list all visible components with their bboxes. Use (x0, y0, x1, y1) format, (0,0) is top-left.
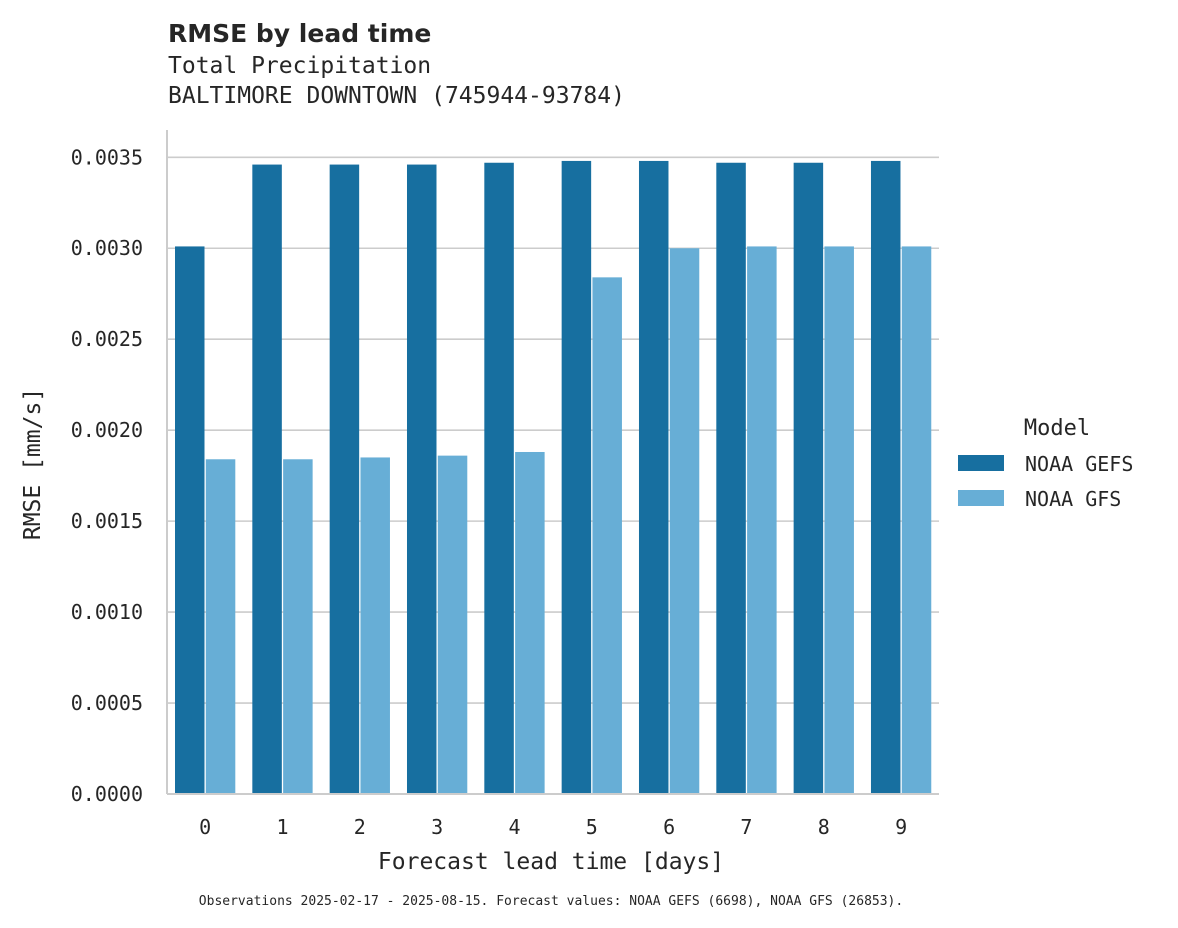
bar-noaa-gfs-lead-3 (437, 455, 468, 794)
bar-noaa-gefs-lead-2 (329, 164, 360, 794)
y-tick-label: 0.0025 (71, 327, 143, 351)
x-tick-label: 0 (199, 815, 211, 839)
bar-noaa-gfs-lead-0 (205, 459, 236, 794)
x-tick-label: 7 (740, 815, 752, 839)
chart-subtitle-station: BALTIMORE DOWNTOWN (745944-93784) (168, 83, 625, 109)
axes-spines (166, 130, 939, 795)
y-tick-label: 0.0035 (71, 145, 143, 169)
legend-label-noaa-gfs: NOAA GFS (1025, 487, 1121, 511)
y-tick-labels: 0.0000 0.0005 0.0010 0.0015 0.0020 0.0025 0.00… (71, 145, 143, 806)
bar-noaa-gfs-lead-2 (360, 457, 390, 794)
y-tick-label: 0.0015 (71, 509, 143, 533)
bar-noaa-gefs-lead-0 (175, 246, 205, 795)
bar-noaa-gfs-lead-8 (824, 246, 854, 795)
legend-swatch-noaa-gfs (958, 490, 1004, 506)
bar-noaa-gefs-lead-7 (716, 162, 746, 794)
x-tick-label: 5 (586, 815, 598, 839)
y-tick-label: 0.0030 (71, 236, 143, 260)
x-tick-label: 1 (276, 815, 288, 839)
y-tick-label: 0.0000 (71, 782, 143, 806)
x-tick-label: 6 (663, 815, 675, 839)
chart-title: RMSE by lead time (168, 19, 431, 48)
legend-label-noaa-gefs: NOAA GEFS (1025, 452, 1133, 476)
x-tick-label: 9 (895, 815, 907, 839)
chart-footnote: Observations 2025-02-17 - 2025-08-15. Fo… (199, 894, 903, 909)
bar-noaa-gefs-lead-4 (484, 162, 514, 794)
x-tick-label: 2 (354, 815, 366, 839)
bar-noaa-gfs-lead-9 (901, 246, 932, 795)
x-axis-label: Forecast lead time [days] (378, 849, 724, 875)
bar-noaa-gfs-lead-5 (592, 277, 622, 795)
chart-subtitle-variable: Total Precipitation (168, 53, 431, 79)
y-axis-label: RMSE [mm/s] (20, 388, 46, 540)
bar-noaa-gefs-lead-3 (406, 164, 437, 794)
y-tick-label: 0.0010 (71, 600, 143, 624)
bar-noaa-gfs-lead-1 (283, 459, 313, 794)
bar-noaa-gefs-lead-8 (793, 162, 824, 794)
bar-noaa-gefs-lead-5 (561, 160, 592, 794)
bar-noaa-gfs-lead-6 (669, 248, 700, 794)
bar-noaa-gefs-lead-9 (870, 160, 901, 794)
bar-noaa-gefs-lead-6 (638, 160, 669, 794)
x-tick-label: 4 (508, 815, 520, 839)
legend-swatch-noaa-gefs (958, 455, 1004, 471)
y-tick-label: 0.0020 (71, 418, 143, 442)
x-tick-labels: 0 1 2 3 4 5 6 7 8 9 (199, 815, 907, 839)
bar-noaa-gfs-lead-4 (515, 451, 545, 794)
legend: Model NOAA GEFS NOAA GFS (958, 416, 1133, 511)
gridlines (167, 156, 939, 704)
x-tick-label: 8 (818, 815, 830, 839)
bars (175, 160, 932, 795)
y-tick-label: 0.0005 (71, 691, 143, 715)
legend-title: Model (1024, 416, 1090, 441)
bar-noaa-gefs-lead-1 (252, 164, 282, 794)
x-tick-label: 3 (431, 815, 443, 839)
bar-noaa-gfs-lead-7 (747, 246, 777, 795)
